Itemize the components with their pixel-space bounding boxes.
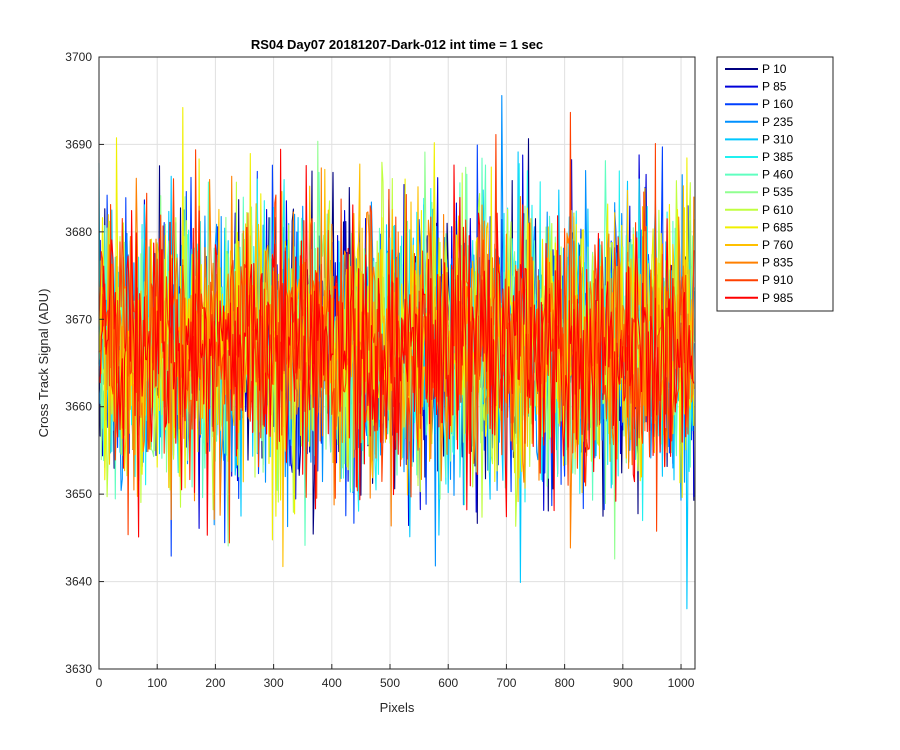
legend-item: P 85 [725,80,787,94]
y-tick-label: 3700 [65,50,92,64]
y-tick-label: 3690 [65,137,92,151]
legend-label: P 985 [762,291,793,305]
y-tick-label: 3680 [65,225,92,239]
legend-item: P 310 [725,132,793,146]
x-tick-label: 1000 [668,676,695,690]
plot-frame [98,56,696,670]
y-tick-label: 3670 [65,312,92,326]
y-tick-label: 3660 [65,400,92,414]
x-tick-label: 0 [96,676,103,690]
x-tick-label: 800 [555,676,575,690]
legend-item: P 985 [725,291,793,305]
x-tick-label: 700 [496,676,516,690]
x-tick-label: 500 [380,676,400,690]
legend-items: P 10 P 85 P 160 P 235 P 310 P 385 P 460 P 535 P … [725,62,793,305]
legend-item: P 610 [725,203,793,217]
x-tick-label: 100 [147,676,167,690]
x-tick-label: 400 [322,676,342,690]
legend-item: P 10 [725,62,787,76]
x-tick-label: 200 [205,676,225,690]
legend-item: P 235 [725,115,793,129]
legend-item: P 535 [725,185,793,199]
legend-item: P 160 [725,97,793,111]
y-axis-label: Cross Track Signal (ADU) [36,289,51,438]
legend-label: P 385 [762,150,793,164]
legend-label: P 85 [762,80,787,94]
legend-box [716,56,834,312]
series-lines [98,95,695,610]
legend-item: P 835 [725,256,793,270]
x-tick-label: 900 [613,676,633,690]
legend-item: P 460 [725,168,793,182]
y-tick-label: 3640 [65,575,92,589]
legend-item: P 910 [725,273,793,287]
legend-label: P 310 [762,132,793,146]
legend-label: P 235 [762,115,793,129]
legend-label: P 610 [762,203,793,217]
legend-label: P 760 [762,238,793,252]
chart-title: RS04 Day07 20181207-Dark-012 int time = … [251,37,543,52]
plot-area: 0 100 200 300 400 500 600 700 800 900 1000 3630 3640… [65,50,696,690]
legend: P 10 P 85 P 160 P 235 P 310 P 385 P 460 P 535 P … [716,56,834,312]
legend-label: P 460 [762,168,793,182]
legend-label: P 160 [762,97,793,111]
legend-label: P 10 [762,62,787,76]
legend-label: P 910 [762,273,793,287]
x-axis-label: Pixels [380,700,415,715]
x-tick-label: 600 [438,676,458,690]
axis-ticks: 0 100 200 300 400 500 600 700 800 900 1000 3630 3640… [65,50,694,690]
series-line [98,148,695,538]
legend-label: P 835 [762,256,793,270]
legend-label: P 535 [762,185,793,199]
legend-item: P 760 [725,238,793,252]
x-tick-label: 300 [264,676,284,690]
legend-item: P 385 [725,150,793,164]
legend-label: P 685 [762,220,793,234]
y-tick-label: 3630 [65,662,92,676]
y-tick-label: 3650 [65,487,92,501]
legend-item: P 685 [725,220,793,234]
